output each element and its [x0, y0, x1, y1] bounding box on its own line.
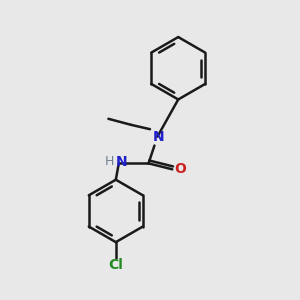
Text: N: N: [116, 155, 128, 170]
Text: Cl: Cl: [108, 258, 123, 272]
Text: O: O: [175, 162, 187, 176]
Text: N: N: [153, 130, 165, 144]
Text: H: H: [105, 155, 115, 168]
